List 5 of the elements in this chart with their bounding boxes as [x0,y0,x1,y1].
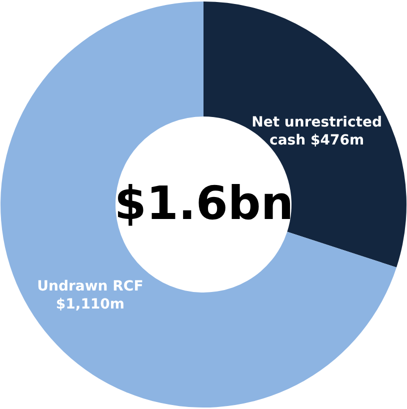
text: $1.6bn [114,176,294,230]
slice-label: Undrawn RCF [37,278,144,295]
slice-label: Net unrestricted cash $476m [252,114,382,148]
data-label: $1,110m [56,296,125,313]
donut-slice [0,2,397,408]
